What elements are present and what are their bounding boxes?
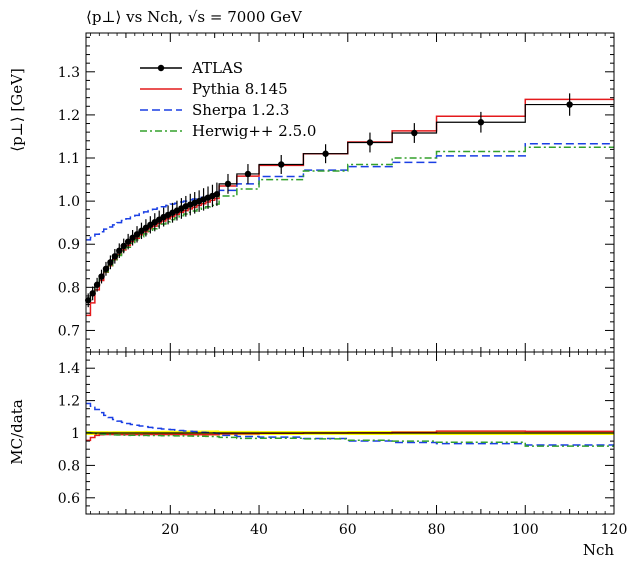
x-tick-label: 20 [161,522,179,538]
data-point [244,170,252,178]
y-tick-label: 0.8 [58,280,80,296]
y-tick-label: 1.2 [58,108,80,124]
series-line-herwig-2-5-0 [86,146,614,301]
y-tick-label: 0.9 [58,237,80,253]
x-axis-label: Nch [583,541,615,559]
x-tick-label: 100 [512,522,539,538]
data-point [107,259,114,266]
data-point [102,265,110,273]
data-point [98,273,105,280]
data-point [133,231,141,238]
series-line-sherpa-1-2-3 [86,143,614,241]
y-tick-label: 1.1 [58,151,80,167]
data-point [129,234,136,241]
plot-area: 20 40 60 80 100 120 0.7 0.8 0.9 1.0 1.1 1.2 1.3 0.6 0.… [58,32,628,538]
data-point [124,238,132,245]
main-panel-frame [85,32,615,353]
data-point [366,139,374,146]
chart-title: ⟨p⊥⟩ vs Nch, √s = 7000 GeV [86,8,303,26]
ratio-y-tick-label: 0.6 [58,491,80,507]
ratio-y-tick-label: 0.8 [58,458,80,474]
x-tick-label: 80 [428,522,446,538]
y-tick-label: 1.3 [58,65,80,81]
legend-label-herwig-2-5-0: Herwig++ 2.5.0 [192,122,316,140]
x-tick-label: 60 [339,522,357,538]
ratio-y-tick-label: 1 [71,426,80,442]
data-point [93,281,101,288]
y-tick-label: 1.0 [58,194,80,210]
ratio-y-tick-label: 1.2 [58,394,80,410]
data-point [111,253,119,260]
x-tick-label: 40 [250,522,268,538]
ratio-line-sherpa-1-2-3 [86,402,614,446]
data-point [566,101,573,108]
data-point [213,191,221,198]
data-point [224,180,232,188]
y-tick-label: 0.7 [58,323,80,339]
data-point [278,161,285,168]
data-point [477,119,485,126]
data-point [89,290,96,297]
legend-label-sherpa-1-2-3: Sherpa 1.2.3 [192,101,289,119]
data-point [85,297,92,304]
y-axis-label: ⟨p⊥⟩ [GeV] [8,68,26,152]
ratio-line-pythia-8-145 [86,430,614,442]
legend-marker-atlas [157,64,165,72]
data-point [322,150,329,157]
legend-label-atlas: ATLAS [191,59,243,77]
data-point [120,242,127,250]
atlas-step-line [86,103,614,301]
legend-label-pythia-8-145: Pythia 8.145 [192,80,288,98]
ratio-y-tick-label: 1.4 [58,361,80,377]
data-point [116,247,123,254]
data-point [411,129,418,137]
ratio-line-herwig-2-5-0 [86,431,614,447]
legend: ATLAS Pythia 8.145 Sherpa 1.2.3 Herwig++ 2.… [140,59,316,140]
ratio-y-axis-label: MC/data [8,399,26,464]
x-tick-label: 120 [601,522,628,538]
